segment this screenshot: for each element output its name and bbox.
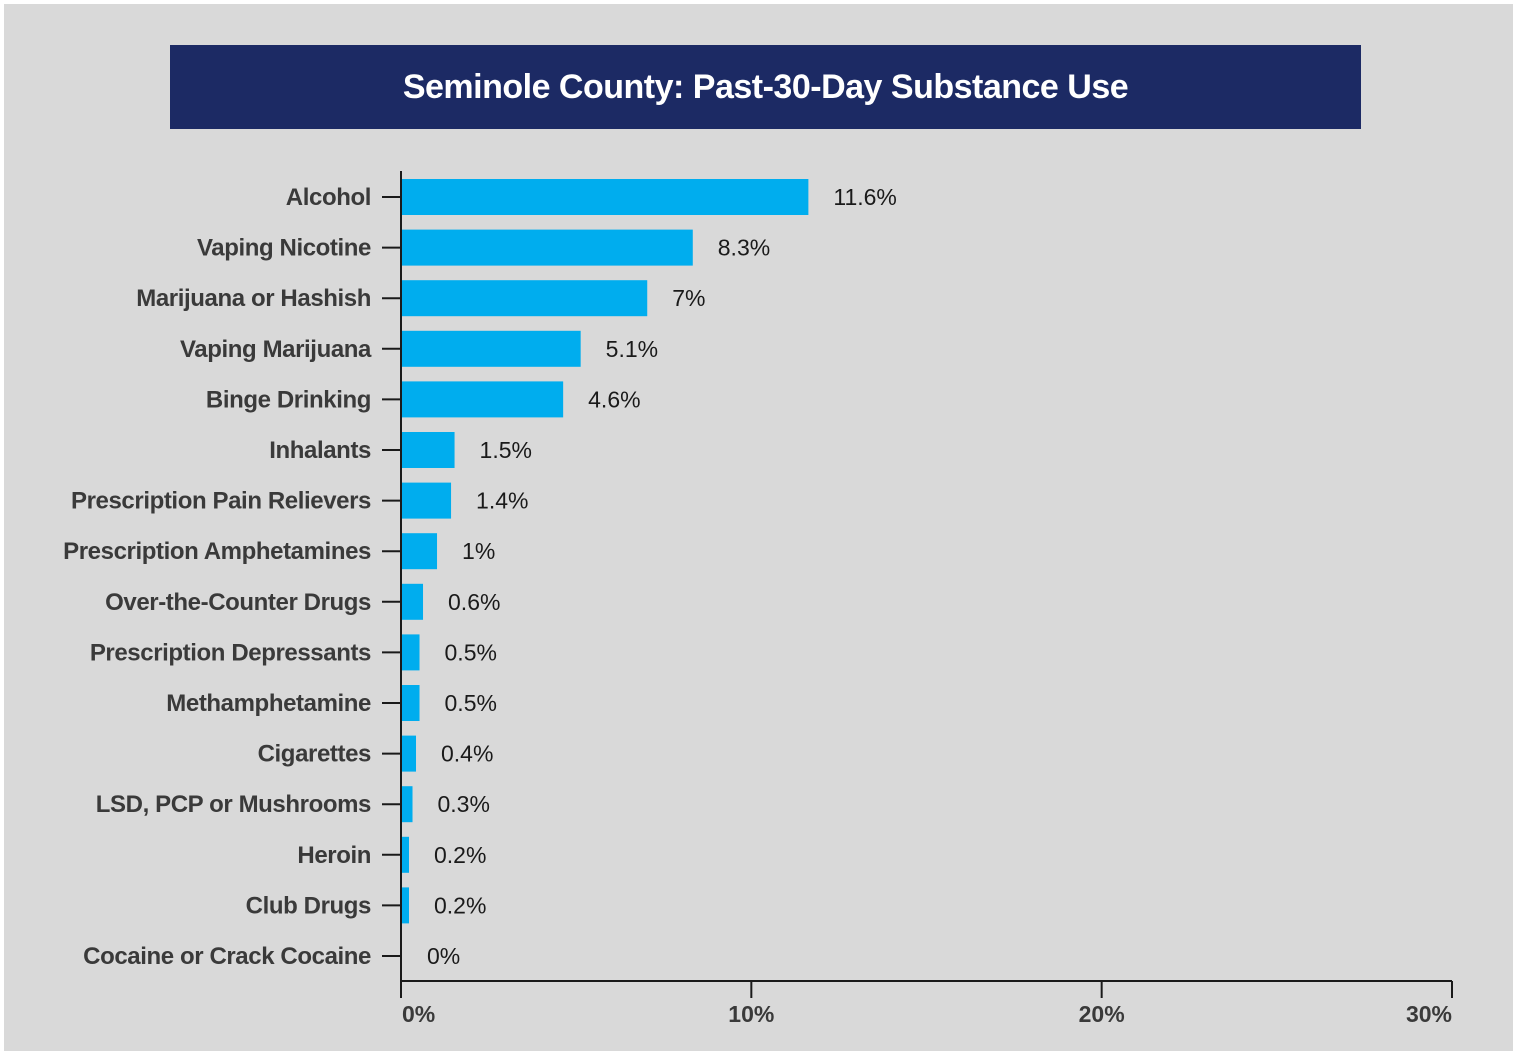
x-tick-label: 10% (728, 1001, 774, 1027)
bar (402, 735, 417, 772)
x-tick-label: 20% (1079, 1001, 1125, 1027)
category-label: Prescription Amphetamines (63, 538, 371, 565)
value-label: 0.3% (438, 791, 490, 817)
value-label: 0.2% (434, 842, 486, 868)
value-label: 5.1% (606, 336, 658, 362)
category-label: Cocaine or Crack Cocaine (83, 943, 371, 970)
bar (402, 533, 438, 570)
category-label: Binge Drinking (206, 386, 371, 413)
value-label: 1.5% (480, 437, 532, 463)
x-tick-label: 30% (1406, 1001, 1452, 1027)
category-label: Methamphetamine (166, 690, 371, 717)
category-label: Cigarettes (258, 741, 371, 768)
category-label: Inhalants (269, 437, 371, 464)
category-label: Alcohol (286, 184, 371, 211)
bar (402, 634, 420, 671)
category-label: Vaping Marijuana (180, 336, 372, 363)
bar (402, 887, 410, 924)
value-label: 0.5% (445, 690, 497, 716)
bar (402, 432, 455, 468)
category-label: Heroin (297, 842, 371, 869)
bar (402, 836, 410, 873)
value-label: 0.4% (441, 741, 493, 767)
category-label: Club Drugs (246, 892, 371, 919)
value-label: 0.2% (434, 892, 486, 918)
x-tick-label: 0% (402, 1001, 435, 1027)
bar (402, 482, 452, 519)
title-banner: Seminole County: Past-30-Day Substance U… (170, 45, 1361, 129)
bar (402, 583, 424, 620)
category-label: Prescription Depressants (90, 639, 371, 666)
category-label: LSD, PCP or Mushrooms (96, 791, 371, 818)
bar (402, 280, 648, 317)
value-label: 0.6% (448, 589, 500, 615)
value-label: 0% (427, 943, 460, 969)
category-label: Vaping Nicotine (197, 235, 371, 262)
value-label: 0.5% (445, 639, 497, 665)
category-label: Marijuana or Hashish (136, 285, 371, 312)
value-label: 8.3% (718, 235, 770, 261)
value-label: 1.4% (476, 488, 528, 514)
value-label: 11.6% (833, 184, 897, 210)
chart-title: Seminole County: Past-30-Day Substance U… (402, 67, 1129, 106)
value-label: 1% (462, 538, 495, 564)
bar (402, 381, 564, 418)
value-label: 7% (672, 285, 705, 311)
bar (402, 229, 693, 266)
bar (402, 786, 413, 823)
bar (402, 685, 420, 721)
category-label: Over-the-Counter Drugs (105, 589, 371, 616)
category-label: Prescription Pain Relievers (71, 488, 371, 515)
bar (402, 330, 581, 367)
value-label: 4.6% (588, 386, 640, 412)
chart-frame (4, 4, 1513, 1051)
bar (402, 179, 809, 215)
